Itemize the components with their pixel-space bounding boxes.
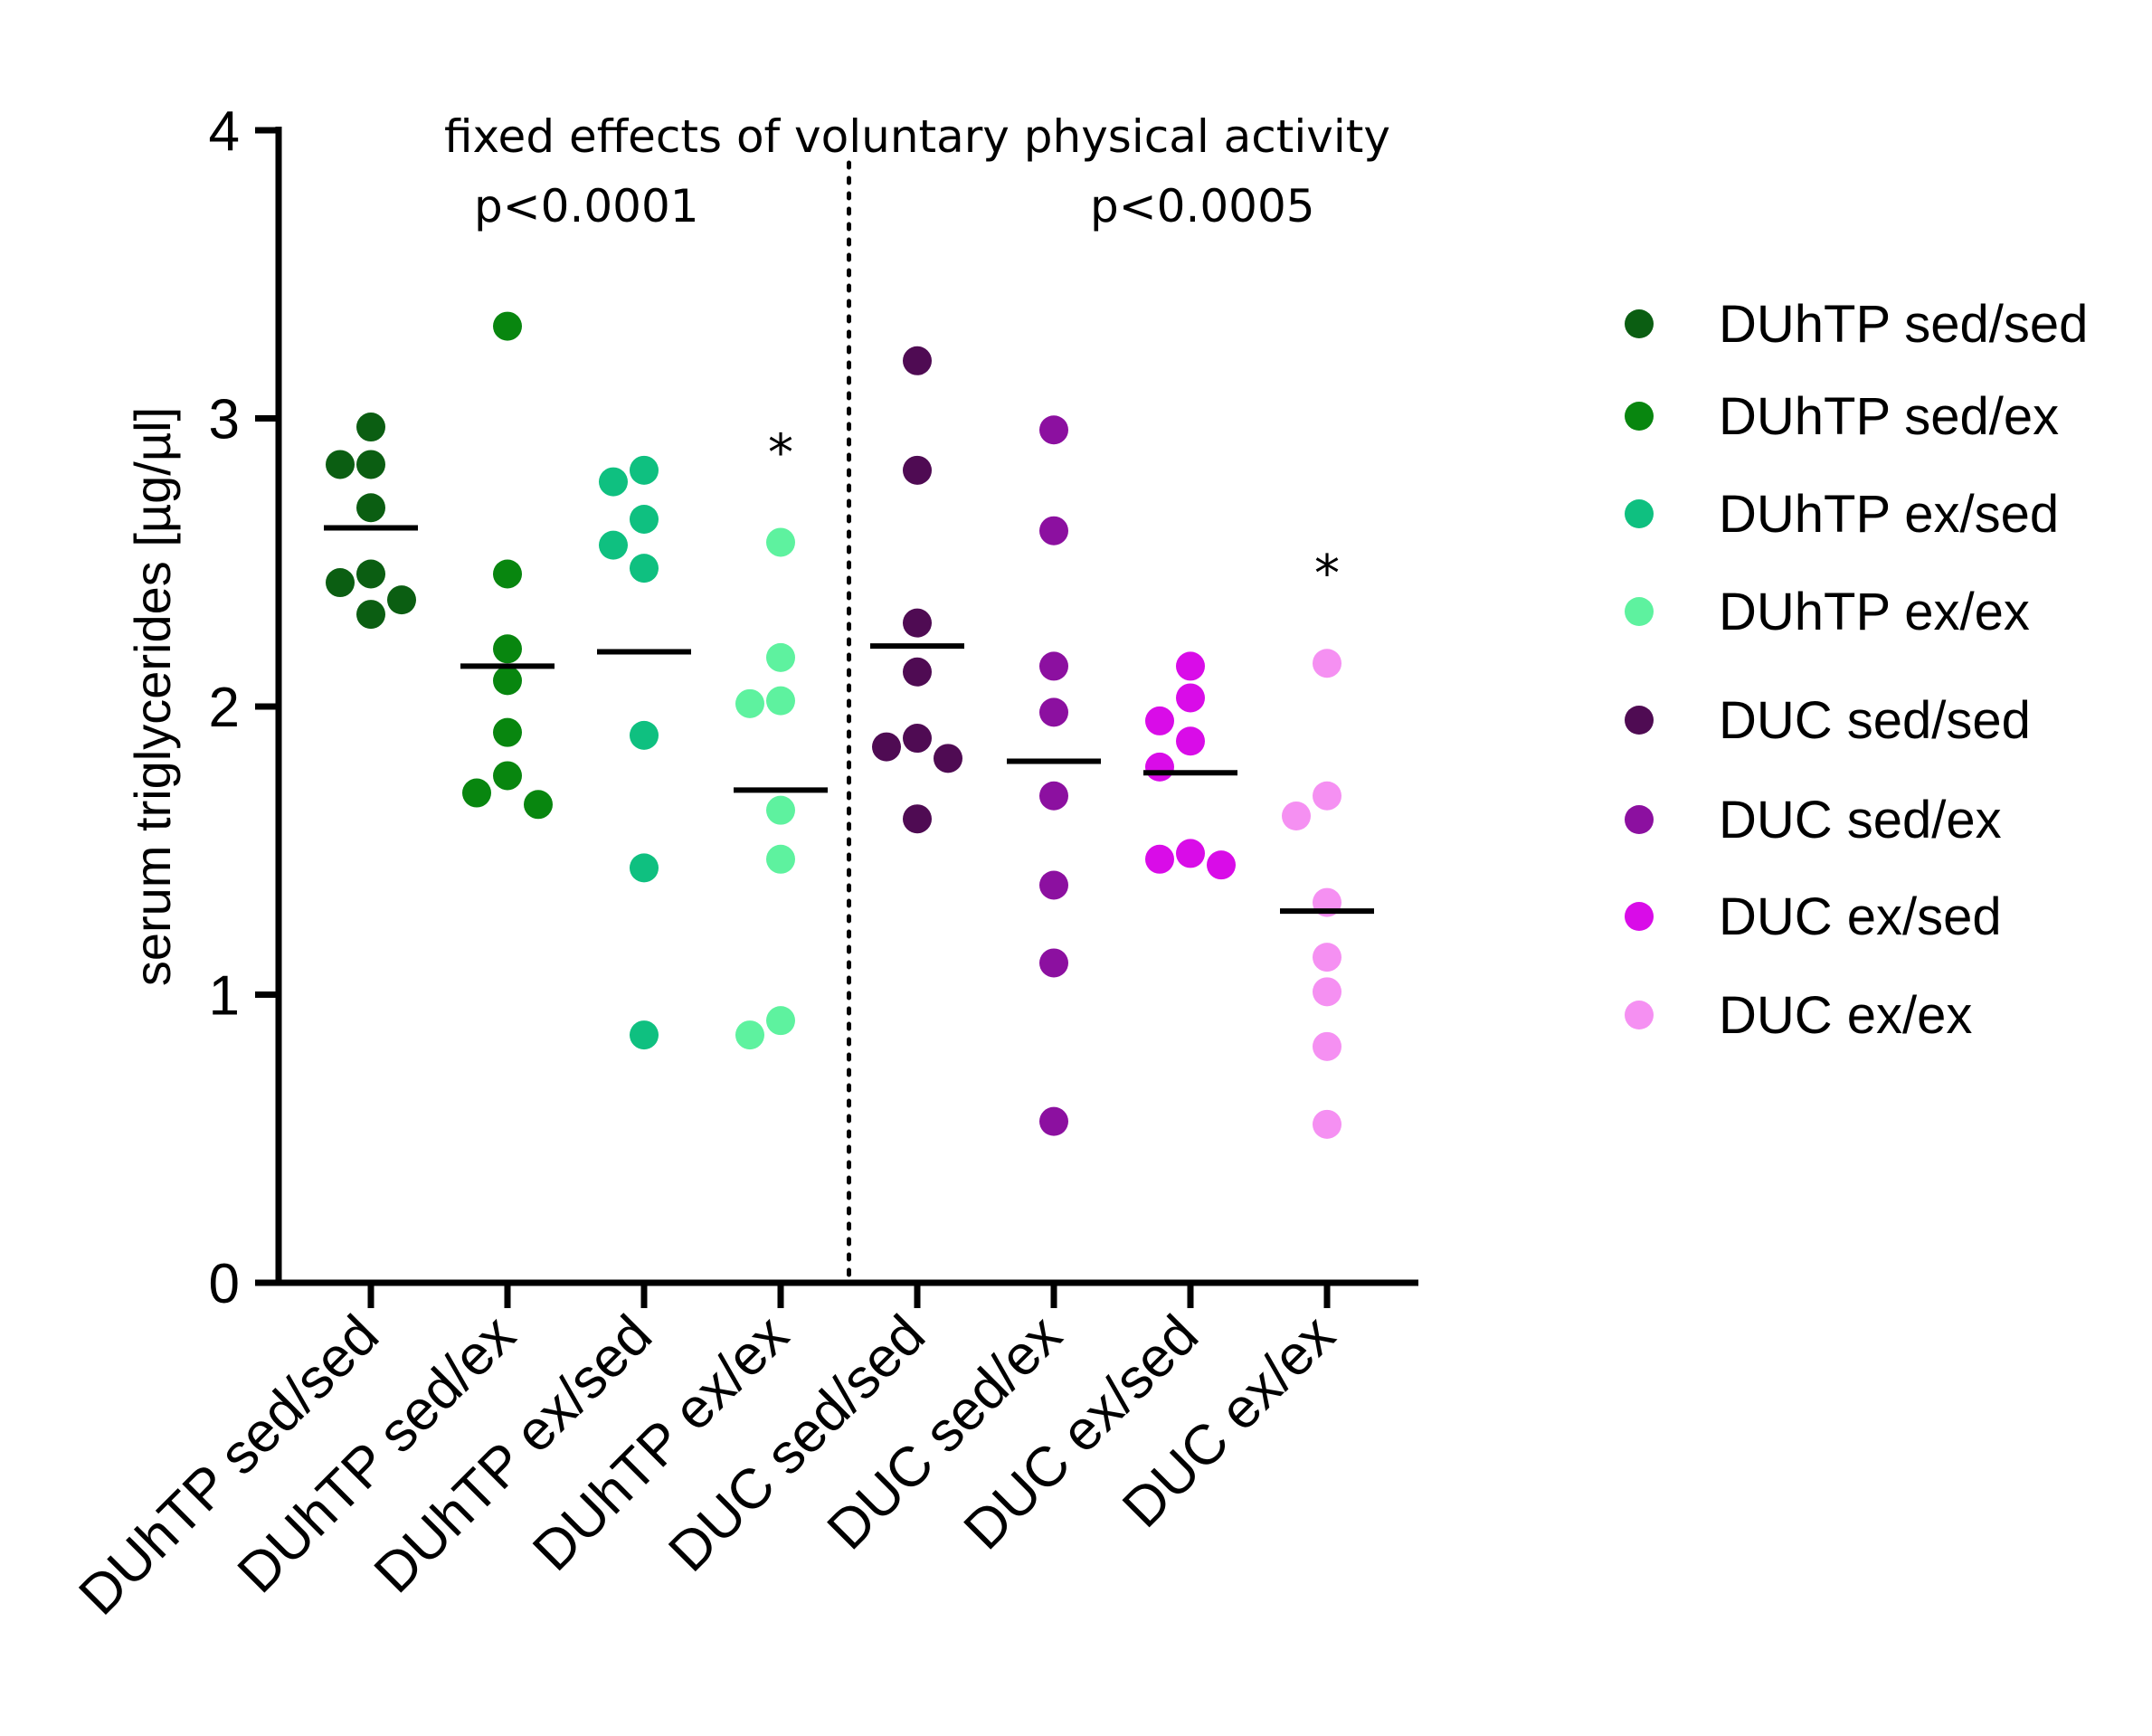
- data-point: [387, 585, 416, 615]
- data-point: [1282, 802, 1311, 831]
- data-point: [1207, 850, 1236, 880]
- data-point: [462, 778, 491, 808]
- y-tick-label: 0: [209, 1253, 240, 1315]
- data-point: [1176, 726, 1205, 756]
- legend-label: DUC sed/sed: [1719, 691, 2031, 750]
- y-tick-label: 1: [209, 965, 240, 1028]
- data-point: [493, 311, 522, 341]
- legend-marker: [1625, 309, 1654, 338]
- data-point: [1039, 415, 1068, 445]
- y-tick-label: 3: [209, 389, 240, 451]
- data-point: [599, 530, 628, 560]
- y-tick-label: 4: [209, 100, 240, 163]
- data-point: [1039, 1106, 1068, 1136]
- data-point: [1145, 706, 1174, 735]
- data-point: [356, 559, 385, 589]
- data-point: [630, 554, 659, 583]
- data-point: [356, 600, 385, 630]
- data-point: [872, 732, 901, 762]
- legend-marker: [1625, 597, 1654, 626]
- p-value-right: p<0.0005: [1090, 180, 1315, 232]
- legend-marker: [1625, 402, 1654, 431]
- data-point: [735, 688, 764, 718]
- data-point: [1039, 516, 1068, 545]
- data-point: [766, 844, 795, 874]
- data-point: [903, 608, 932, 638]
- data-point: [1145, 844, 1174, 874]
- legend-marker: [1625, 706, 1654, 735]
- legend-marker: [1625, 1001, 1654, 1029]
- data-point: [1039, 948, 1068, 978]
- significance-star: *: [1314, 545, 1340, 603]
- data-point: [493, 761, 522, 791]
- data-point: [356, 413, 385, 442]
- legend-marker: [1625, 499, 1654, 528]
- data-point: [735, 1020, 764, 1050]
- data-point: [934, 744, 962, 773]
- data-point: [1145, 752, 1174, 782]
- data-point: [493, 559, 522, 589]
- data-point: [356, 493, 385, 523]
- data-point: [766, 686, 795, 716]
- data-point: [630, 720, 659, 750]
- legend-label: DUC sed/ex: [1719, 791, 2002, 849]
- data-point: [326, 568, 355, 598]
- data-point: [903, 346, 932, 375]
- data-point: [630, 853, 659, 883]
- legend: DUhTP sed/sed DUhTP sed/ex DUhTP ex/sed DUh…: [1625, 295, 2088, 1045]
- data-point: [1176, 683, 1205, 713]
- data-point: [1039, 781, 1068, 811]
- legend-label: DUhTP ex/ex: [1719, 583, 2030, 641]
- data-point: [493, 634, 522, 664]
- data-point: [1313, 649, 1341, 678]
- data-point: [630, 504, 659, 534]
- data-point: [1176, 839, 1205, 868]
- data-point: [1313, 1031, 1341, 1061]
- data-point: [630, 1020, 659, 1050]
- data-point: [903, 455, 932, 485]
- data-point: [903, 657, 932, 687]
- legend-label: DUhTP ex/sed: [1719, 485, 2059, 544]
- plot-area: **: [324, 311, 1374, 1139]
- legend-marker: [1625, 805, 1654, 834]
- significance-star: *: [768, 423, 793, 482]
- legend-label: DUC ex/sed: [1719, 887, 2002, 946]
- data-point: [766, 795, 795, 825]
- data-point: [326, 450, 355, 479]
- data-point: [524, 790, 553, 820]
- legend-label: DUC ex/ex: [1719, 986, 1972, 1045]
- data-point: [1039, 651, 1068, 681]
- y-tick-label: 2: [209, 677, 240, 739]
- annotation-title: fixed effects of voluntary physical acti…: [444, 110, 1390, 163]
- data-point: [1313, 781, 1341, 811]
- data-point: [1176, 651, 1205, 681]
- data-point: [630, 455, 659, 485]
- y-axis-title: serum triglycerides [µg/µl]: [124, 407, 181, 986]
- data-point: [356, 450, 385, 479]
- data-point: [766, 1006, 795, 1036]
- data-point: [1313, 943, 1341, 972]
- data-point: [599, 467, 628, 497]
- data-point: [903, 724, 932, 754]
- data-point: [493, 717, 522, 747]
- data-point: [766, 642, 795, 672]
- data-point: [1039, 870, 1068, 900]
- data-point: [1313, 1109, 1341, 1139]
- data-point: [766, 527, 795, 557]
- data-point: [1313, 977, 1341, 1007]
- legend-label: DUhTP sed/ex: [1719, 387, 2059, 446]
- data-point: [1039, 697, 1068, 727]
- legend-marker: [1625, 902, 1654, 931]
- p-value-left: p<0.0001: [474, 180, 699, 232]
- data-point: [903, 804, 932, 834]
- data-point: [493, 666, 522, 696]
- legend-label: DUhTP sed/sed: [1719, 295, 2088, 354]
